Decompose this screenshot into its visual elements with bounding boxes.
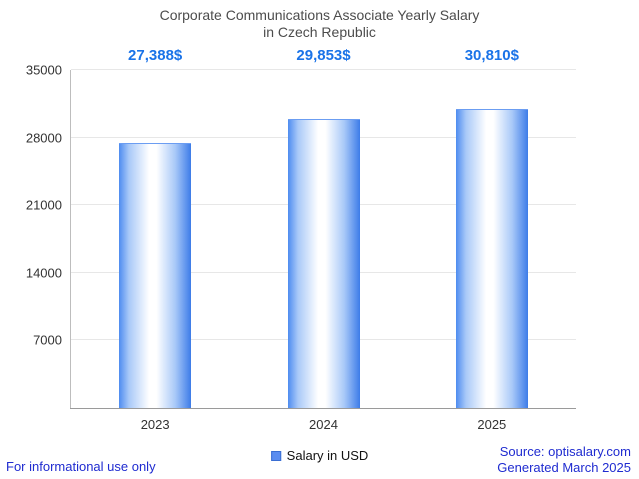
bar-value-label: 30,810$ (464, 47, 519, 64)
y-tick-label: 35000 (25, 62, 62, 78)
legend: Salary in USD (270, 448, 369, 463)
x-tick-label: 2023 (140, 417, 170, 432)
bar-2025 (455, 109, 528, 408)
y-tick-label: 28000 (25, 130, 62, 146)
plot-area: 27,388$ 2023 29,853$ 2024 30,810$ 2025 (70, 47, 576, 432)
x-tick-label: 2025 (477, 417, 507, 432)
y-tick-label: 14000 (25, 265, 62, 281)
y-tick-label: 21000 (25, 197, 62, 213)
footer-source-block: Source: optisalary.com Generated March 2… (497, 444, 631, 476)
source-text: Source: optisalary.com (499, 444, 631, 459)
disclaimer-text: For informational use only (6, 459, 156, 474)
bar-2024 (287, 118, 360, 408)
bar-value-label: 29,853$ (296, 47, 351, 64)
generated-text: Generated March 2025 (497, 460, 631, 475)
y-tick-label: 7000 (33, 332, 62, 348)
chart-title-line1: Corporate Communications Associate Yearl… (159, 7, 480, 23)
legend-swatch-icon (270, 450, 281, 461)
legend-label: Salary in USD (286, 448, 369, 463)
y-axis: 7000 14000 21000 28000 35000 (0, 63, 62, 408)
bar-2023 (119, 142, 192, 408)
x-axis-line (70, 408, 576, 409)
x-tick-label: 2024 (309, 417, 338, 432)
gridline (71, 69, 576, 70)
bar-value-label: 27,388$ (128, 47, 183, 64)
chart-title-line2: in Czech Republic (263, 24, 376, 40)
